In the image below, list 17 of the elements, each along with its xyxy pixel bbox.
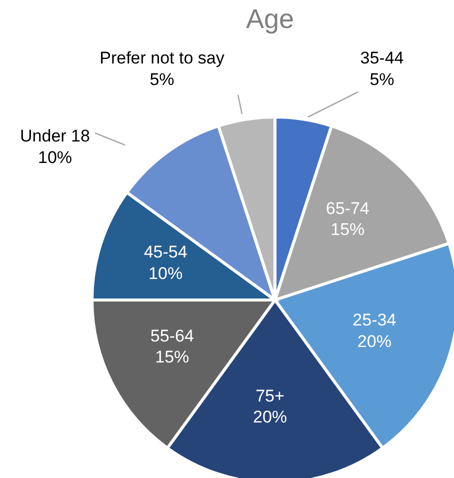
slice-label: 45-54 <box>144 242 188 262</box>
data-label: 20% <box>252 408 288 427</box>
data-label: 20% <box>357 332 392 351</box>
slice-label: 55-64 <box>150 326 194 346</box>
data-label: 5% <box>370 70 394 89</box>
chart-title: Age <box>244 4 296 35</box>
slice-label: 25-34 <box>352 310 396 330</box>
data-label: 15% <box>155 348 190 367</box>
data-label: 10% <box>38 148 72 167</box>
slice-label: 75+ <box>256 386 284 406</box>
slice-label: 65-74 <box>326 198 370 218</box>
data-label: 10% <box>148 264 183 283</box>
slice-label: 35-44 <box>360 48 404 68</box>
slice-label: Under 18 <box>20 126 90 146</box>
slice-label: Prefer not to say <box>100 48 225 68</box>
data-label: 15% <box>330 220 365 240</box>
data-label: 5% <box>150 70 174 89</box>
